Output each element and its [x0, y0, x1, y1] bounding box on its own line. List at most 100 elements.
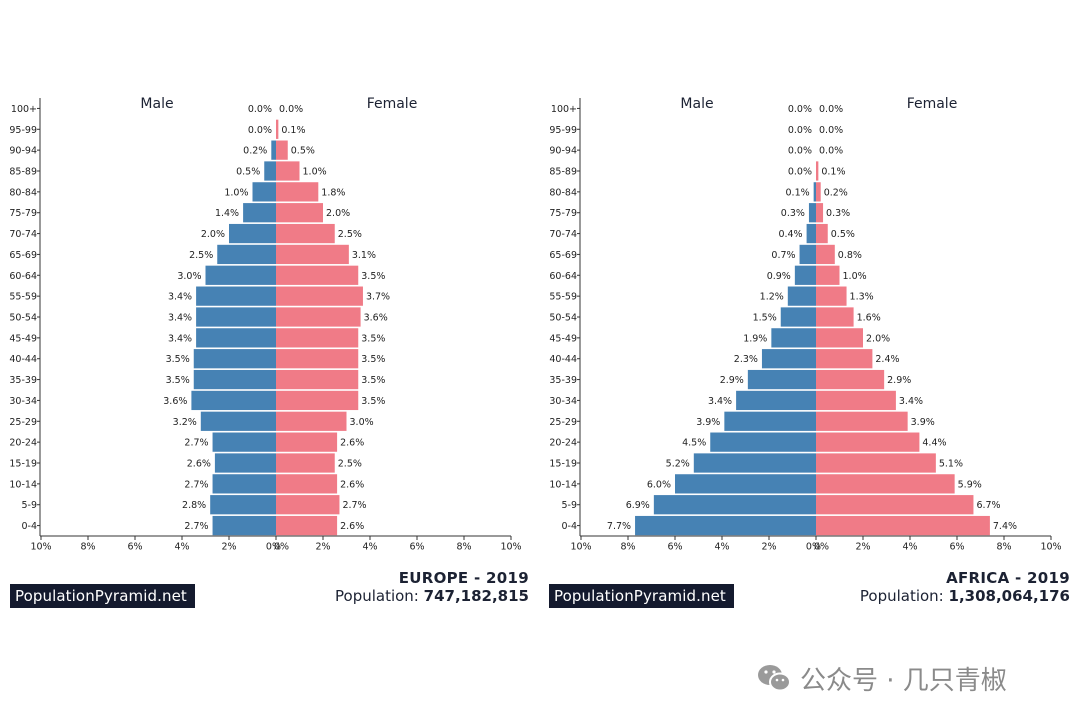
x-tick-label: 10%: [1040, 542, 1061, 553]
age-group-label: 40-44: [549, 354, 577, 365]
male-value-label: 0.0%: [788, 125, 812, 136]
female-bar: [816, 390, 896, 411]
male-bar: [787, 286, 816, 306]
age-group-label: 50-54: [9, 313, 37, 324]
male-value-label: 3.0%: [177, 271, 201, 282]
female-value-label: 0.5%: [291, 146, 315, 157]
male-bar: [724, 411, 816, 431]
male-header: Male: [680, 96, 713, 112]
male-value-label: 4.5%: [682, 438, 706, 449]
female-bar: [276, 369, 359, 390]
female-value-label: 3.4%: [899, 396, 923, 407]
age-group-label: 25-29: [9, 417, 37, 428]
female-value-label: 2.5%: [338, 229, 362, 240]
male-bar: [653, 495, 816, 515]
female-value-label: 3.5%: [361, 375, 385, 386]
female-value-label: 0.2%: [824, 187, 848, 198]
female-value-label: 2.4%: [875, 354, 899, 365]
female-header: Female: [367, 96, 418, 112]
x-tick-label: 6%: [127, 542, 142, 553]
age-group-label: 35-39: [9, 375, 37, 386]
age-group-label: 10-14: [9, 479, 37, 490]
age-group-label: 30-34: [549, 396, 577, 407]
male-bar: [196, 307, 276, 327]
female-value-label: 2.6%: [340, 521, 364, 532]
male-value-label: 0.0%: [248, 104, 272, 115]
x-tick-label: 8%: [620, 542, 635, 553]
female-value-label: 2.7%: [342, 500, 366, 511]
age-group-label: 90-94: [549, 146, 577, 157]
female-value-label: 3.7%: [366, 292, 390, 303]
female-value-label: 0.5%: [831, 229, 855, 240]
female-bar: [816, 349, 873, 369]
age-group-label: 40-44: [9, 354, 37, 365]
female-value-label: 2.5%: [338, 459, 362, 470]
female-value-label: 3.6%: [364, 313, 388, 324]
female-bar: [276, 286, 363, 306]
female-bar: [816, 307, 854, 327]
x-tick-label: 10%: [570, 542, 591, 553]
male-bar: [193, 349, 276, 369]
x-tick-label: 2%: [315, 542, 330, 553]
female-bar: [816, 286, 847, 306]
age-group-label: 0-4: [561, 521, 577, 532]
male-bar: [271, 140, 276, 160]
female-bar: [276, 474, 338, 494]
age-group-label: 85-89: [549, 167, 577, 178]
population-value: 1,308,064,176: [948, 587, 1070, 605]
female-value-label: 2.6%: [340, 438, 364, 449]
male-bar: [813, 182, 816, 202]
female-value-label: 1.8%: [321, 187, 345, 198]
age-group-label: 35-39: [549, 375, 577, 386]
x-tick-label: 4%: [902, 542, 917, 553]
male-bar: [675, 474, 816, 494]
female-value-label: 1.3%: [850, 292, 874, 303]
male-bar: [736, 390, 816, 411]
male-bar: [191, 390, 276, 411]
male-value-label: 0.0%: [788, 146, 812, 157]
female-bar: [816, 265, 840, 285]
male-bar: [710, 432, 816, 452]
male-bar: [635, 515, 816, 536]
age-group-label: 0-4: [21, 521, 37, 532]
male-bar: [205, 265, 276, 285]
male-value-label: 0.0%: [788, 167, 812, 178]
age-group-label: 70-74: [9, 229, 37, 240]
female-bar: [276, 432, 338, 452]
x-tick-label: 2%: [855, 542, 870, 553]
male-value-label: 2.7%: [184, 438, 208, 449]
male-value-label: 0.5%: [236, 167, 260, 178]
age-group-label: 85-89: [9, 167, 37, 178]
x-tick-label: 6%: [949, 542, 964, 553]
x-tick-label: 10%: [30, 542, 51, 553]
wechat-watermark: 公众号 · 几只青椒: [756, 662, 1007, 696]
female-bar: [816, 495, 974, 515]
population-pyramid-brand[interactable]: PopulationPyramid.net: [10, 584, 195, 608]
female-bar: [276, 495, 340, 515]
age-group-label: 65-69: [9, 250, 37, 261]
female-value-label: 2.9%: [887, 375, 911, 386]
male-value-label: 6.0%: [647, 479, 671, 490]
male-value-label: 0.4%: [778, 229, 802, 240]
female-bar: [816, 432, 920, 452]
population-pyramid-brand[interactable]: PopulationPyramid.net: [549, 584, 734, 608]
male-value-label: 0.0%: [788, 104, 812, 115]
male-value-label: 0.7%: [771, 250, 795, 261]
female-value-label: 6.7%: [976, 500, 1000, 511]
population-line: Population: 1,308,064,176: [860, 587, 1070, 605]
female-value-label: 2.6%: [340, 479, 364, 490]
female-value-label: 1.0%: [303, 167, 327, 178]
female-bar: [276, 140, 288, 160]
age-group-label: 25-29: [549, 417, 577, 428]
age-group-label: 75-79: [9, 208, 37, 219]
x-tick-label: 0%: [266, 542, 281, 553]
female-value-label: 0.0%: [819, 146, 843, 157]
x-tick-label: 0%: [806, 542, 821, 553]
female-value-label: 1.6%: [857, 313, 881, 324]
male-value-label: 7.7%: [607, 521, 631, 532]
female-bar: [276, 515, 338, 536]
male-value-label: 1.5%: [753, 313, 777, 324]
x-tick-label: 8%: [996, 542, 1011, 553]
female-bar: [816, 223, 828, 244]
x-tick-label: 4%: [174, 542, 189, 553]
